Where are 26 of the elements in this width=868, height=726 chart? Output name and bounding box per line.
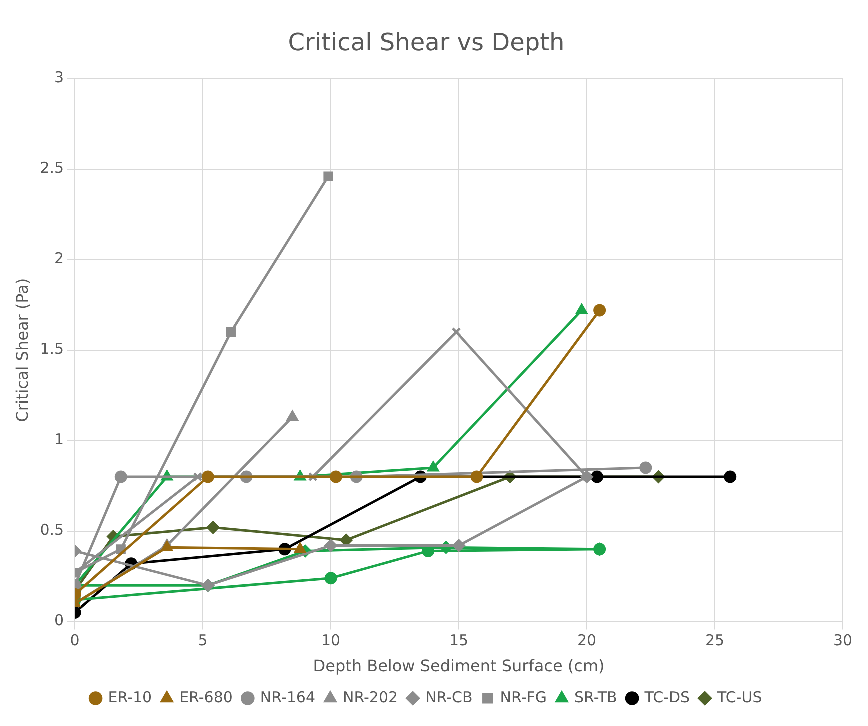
x-tick-label: 30 [833,632,853,650]
legend-label: ER-10 [108,688,152,706]
legend-label: TC-DS [644,688,690,706]
legend-label: NR-FG [500,688,547,706]
y-tick-label: 0 [54,612,64,630]
y-tick-label: 3 [54,68,64,87]
legend-label: NR-164 [260,688,316,706]
legend-label: TC-US [716,688,762,706]
y-tick-label: 0.5 [40,521,64,540]
x-tick-label: 10 [321,632,341,650]
y-tick-label: 2 [54,250,64,268]
y-tick-label: 1.5 [40,340,64,358]
y-tick-label: 1 [54,430,64,449]
x-tick-label: 20 [577,632,597,650]
x-tick-label: 25 [705,632,725,650]
legend-label: NR-CB [426,688,473,706]
y-axis-title: Critical Shear (Pa) [12,278,32,422]
legend-label: ER-680 [180,688,233,706]
x-axis-title: Depth Below Sediment Surface (cm) [313,656,605,676]
y-tick-label: 2.5 [40,159,64,178]
legend-label: NR-202 [342,688,398,706]
legend-label: SR-TB [574,688,618,706]
x-tick-label: 15 [449,632,469,650]
x-tick-label: 5 [198,632,208,650]
chart-title: Critical Shear vs Depth [288,28,565,57]
x-tick-label: 0 [70,632,80,650]
